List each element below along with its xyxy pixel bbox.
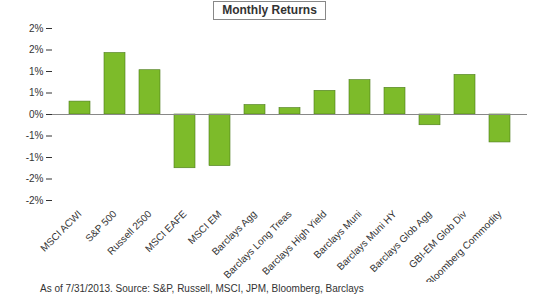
- svg-text:MSCI ACWI: MSCI ACWI: [38, 208, 83, 253]
- html-text:Monthly Returns: Monthly Returns: [222, 3, 317, 17]
- svg-text:Barclays Long Treas: Barclays Long Treas: [221, 208, 293, 280]
- svg-text:Russell 2500: Russell 2500: [105, 208, 154, 257]
- svg-text:S&P 500: S&P 500: [83, 208, 119, 244]
- svg-text:Barclays High Yield: Barclays High Yield: [260, 208, 329, 277]
- svg-text:2%: 2%: [29, 23, 44, 34]
- svg-text:0%: 0%: [29, 109, 44, 120]
- svg-text:Bloomberg Commodity: Bloomberg Commodity: [424, 208, 504, 282]
- svg-text:-2%: -2%: [26, 173, 44, 184]
- svg-text:Barclays Muni HY: Barclays Muni HY: [335, 208, 399, 272]
- svg-text:1%: 1%: [29, 87, 44, 98]
- svg-text:MSCI EM: MSCI EM: [185, 208, 224, 247]
- svg-text:GBI-EM Glob Div: GBI-EM Glob Div: [407, 208, 469, 270]
- svg-text:-1%: -1%: [26, 130, 44, 141]
- html-text:As of 7/31/2013. Source: S&P,: As of 7/31/2013. Source: S&P, Russell, M…: [40, 283, 364, 294]
- svg-text:-1%: -1%: [26, 152, 44, 163]
- svg-text:MSCI EAFE: MSCI EAFE: [143, 208, 189, 254]
- svg-text:-2%: -2%: [26, 195, 44, 206]
- svg-text:1%: 1%: [29, 66, 44, 77]
- svg-text:Barclays Glob Agg: Barclays Glob Agg: [368, 208, 434, 274]
- svg-text:2%: 2%: [29, 44, 44, 55]
- svg-text:Barclays Agg: Barclays Agg: [209, 208, 259, 258]
